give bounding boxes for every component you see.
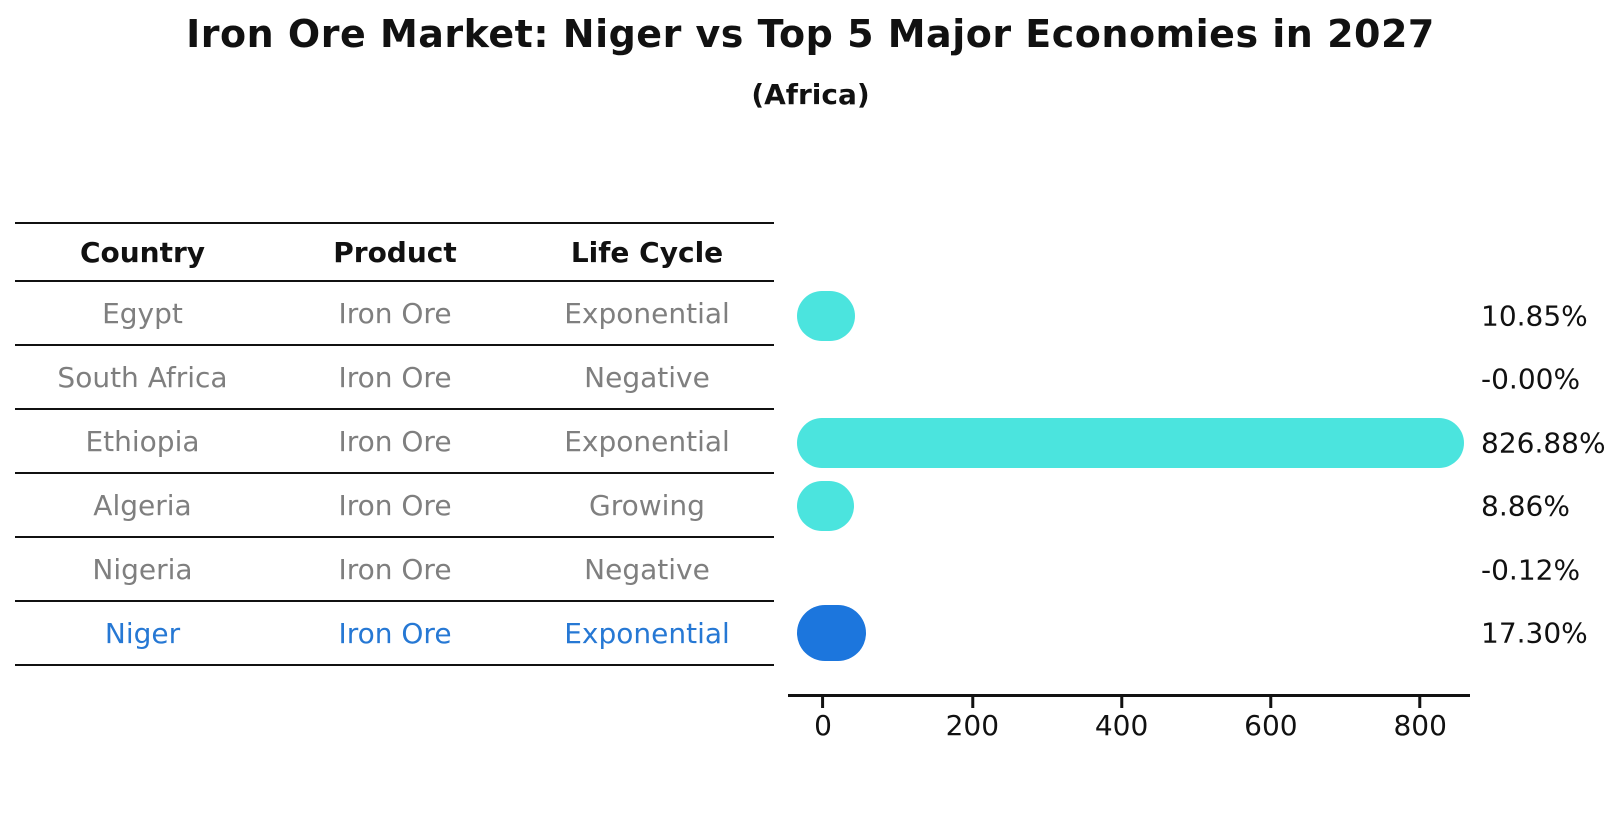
cell-country: Ethiopia <box>85 424 200 458</box>
value-label-south-africa: -0.00% <box>1481 362 1581 396</box>
tick-mark <box>1120 697 1124 708</box>
cell-lifecycle: Negative <box>584 552 710 586</box>
value-label-niger: 17.30% <box>1481 616 1588 650</box>
value-label-nigeria: -0.12% <box>1481 553 1581 587</box>
cell-lifecycle: Exponential <box>564 424 730 458</box>
x-tick-0: 0 <box>814 697 832 742</box>
bar-niger <box>797 605 866 661</box>
table-row-south-africa: South Africa Iron Ore Negative <box>15 346 774 410</box>
bar-egypt <box>797 291 856 341</box>
column-header-product: Product <box>333 235 457 269</box>
tick-mark <box>1269 697 1273 708</box>
table-header-row: Country Product Life Cycle <box>15 224 774 282</box>
cell-lifecycle: Negative <box>584 360 710 394</box>
cell-lifecycle: Exponential <box>564 616 730 650</box>
table-row-egypt: Egypt Iron Ore Exponential <box>15 282 774 346</box>
table-row-algeria: Algeria Iron Ore Growing <box>15 474 774 538</box>
tick-label: 600 <box>1244 709 1298 742</box>
x-tick-600: 600 <box>1244 697 1298 742</box>
column-header-country: Country <box>79 235 206 269</box>
cell-country: Algeria <box>93 488 192 522</box>
table-row-ethiopia: Ethiopia Iron Ore Exponential <box>15 410 774 474</box>
cell-product: Iron Ore <box>338 296 452 330</box>
bar-ethiopia <box>797 417 1465 468</box>
cell-lifecycle: Growing <box>589 488 705 522</box>
tick-label: 400 <box>1094 709 1149 742</box>
tick-mark <box>821 697 825 708</box>
cell-country: Egypt <box>102 296 183 330</box>
country-table: Country Product Life Cycle Egypt Iron Or… <box>15 222 774 666</box>
chart-subtitle: (Africa) <box>751 78 870 111</box>
cell-product: Iron Ore <box>338 424 452 458</box>
value-label-egypt: 10.85% <box>1481 299 1588 333</box>
chart-title: Iron Ore Market: Niger vs Top 5 Major Ec… <box>186 12 1435 56</box>
x-axis-line <box>788 694 1470 697</box>
x-tick-400: 400 <box>1095 697 1148 742</box>
tick-mark <box>1418 697 1422 708</box>
tick-label: 200 <box>945 709 1000 742</box>
cell-country: South Africa <box>57 360 228 394</box>
tick-label: 800 <box>1393 709 1447 742</box>
bar-algeria <box>797 481 854 532</box>
table-row-nigeria: Nigeria Iron Ore Negative <box>15 538 774 602</box>
value-label-algeria: 8.86% <box>1481 489 1570 523</box>
cell-country: Nigeria <box>92 552 193 586</box>
table-row-niger: Niger Iron Ore Exponential <box>15 602 774 666</box>
value-label-ethiopia: 826.88% <box>1481 426 1606 460</box>
cell-product: Iron Ore <box>338 616 452 650</box>
cell-product: Iron Ore <box>338 552 452 586</box>
cell-product: Iron Ore <box>338 488 452 522</box>
x-tick-800: 800 <box>1393 697 1447 742</box>
tick-mark <box>970 697 974 708</box>
x-tick-200: 200 <box>946 697 999 742</box>
tick-label: 0 <box>814 709 832 742</box>
column-header-lifecycle: Life Cycle <box>570 235 724 269</box>
cell-country: Niger <box>104 616 181 650</box>
cell-product: Iron Ore <box>338 360 452 394</box>
cell-lifecycle: Exponential <box>564 296 730 330</box>
